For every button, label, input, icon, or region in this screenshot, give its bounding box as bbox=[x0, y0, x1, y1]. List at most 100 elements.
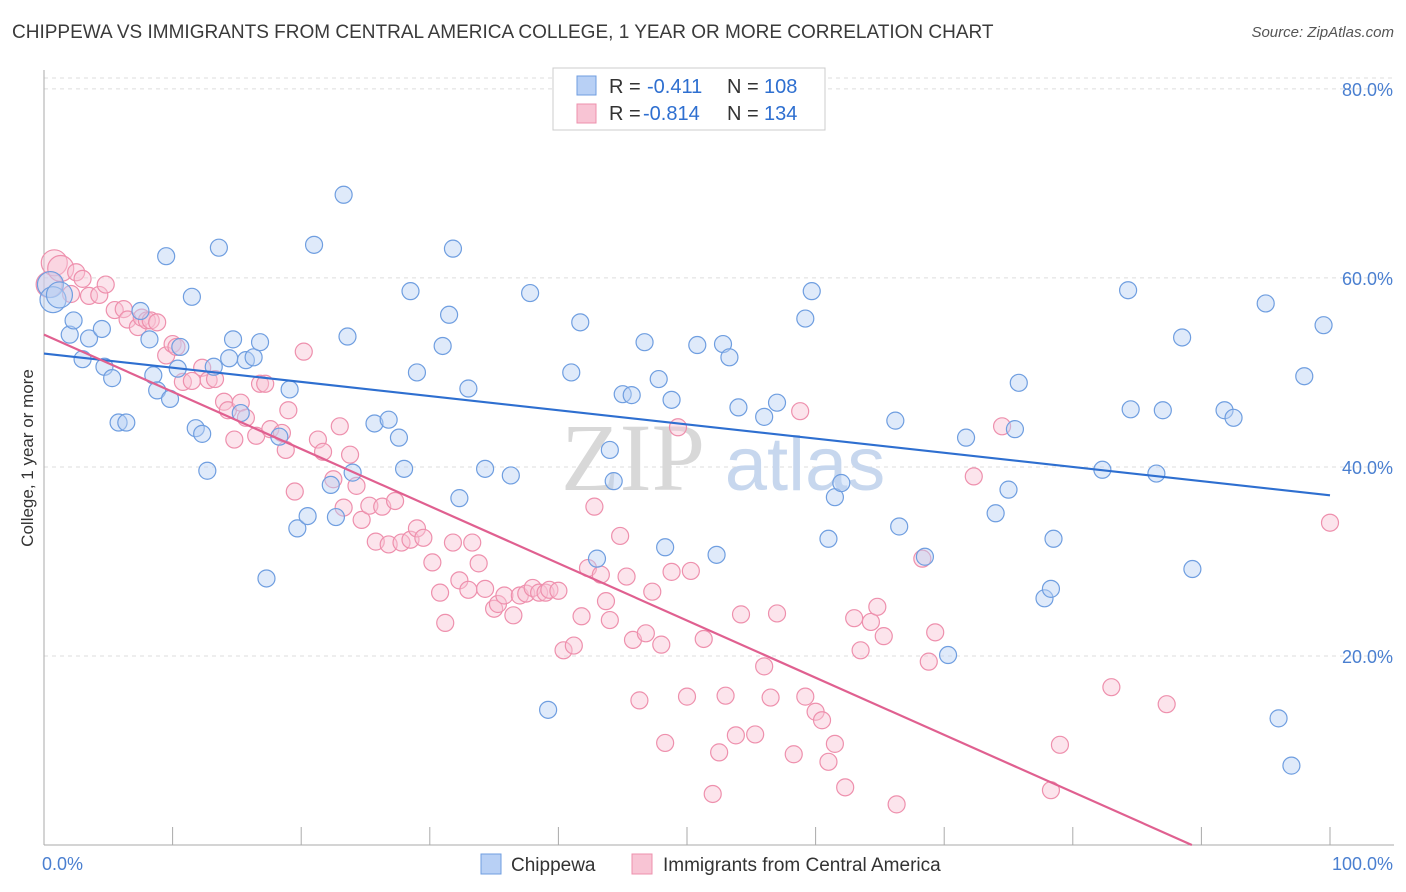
central-point-88 bbox=[636, 624, 655, 643]
central-point-85 bbox=[617, 567, 636, 586]
chippewa-point-83 bbox=[915, 547, 935, 566]
central-point-62 bbox=[463, 533, 482, 552]
central-point-47 bbox=[360, 496, 379, 515]
chippewa-point-16 bbox=[157, 247, 176, 266]
central-point-57 bbox=[430, 583, 450, 602]
chippewa-point-59 bbox=[571, 313, 590, 332]
central-point-92 bbox=[662, 562, 681, 581]
chippewa-point-39 bbox=[326, 507, 346, 527]
chippewa-point-37 bbox=[304, 235, 324, 254]
chippewa-point-65 bbox=[635, 333, 654, 352]
legend-r-label-1: R = bbox=[609, 76, 641, 98]
central-point-117 bbox=[868, 597, 887, 616]
chippewa-point-76 bbox=[796, 309, 815, 328]
chippewa-point-90 bbox=[1035, 589, 1054, 608]
central-point-19 bbox=[167, 337, 186, 357]
chippewa-point-80 bbox=[832, 473, 851, 493]
chippewa-points bbox=[36, 185, 1333, 775]
chippewa-point-31 bbox=[250, 333, 270, 352]
chippewa-point-43 bbox=[365, 414, 384, 433]
central-point-96 bbox=[694, 629, 713, 649]
chippewa-point-77 bbox=[802, 282, 821, 301]
central-point-16 bbox=[148, 313, 167, 332]
trend-line-chippewa bbox=[43, 352, 1331, 497]
chippewa-point-23 bbox=[198, 461, 217, 480]
chippewa-point-62 bbox=[604, 472, 623, 491]
central-point-68 bbox=[504, 606, 523, 625]
central-point-121 bbox=[919, 652, 938, 671]
central-point-72 bbox=[530, 583, 549, 602]
chippewa-point-2 bbox=[45, 281, 74, 309]
chippewa-point-66 bbox=[649, 369, 668, 389]
central-point-67 bbox=[495, 586, 514, 605]
chippewa-point-73 bbox=[729, 398, 748, 417]
chippewa-point-30 bbox=[244, 348, 263, 367]
legend-swatch-central bbox=[576, 103, 597, 124]
central-point-82 bbox=[596, 592, 616, 611]
watermark-zip: ZIP bbox=[561, 404, 705, 511]
central-point-80 bbox=[585, 497, 604, 516]
central-point-90 bbox=[652, 635, 671, 654]
chippewa-point-95 bbox=[1121, 400, 1140, 419]
chippewa-point-88 bbox=[1005, 420, 1025, 439]
central-point-77 bbox=[564, 636, 583, 655]
chippewa-point-74 bbox=[755, 407, 774, 426]
chippewa-point-67 bbox=[656, 538, 675, 557]
chippewa-point-22 bbox=[193, 424, 212, 443]
chippewa-point-99 bbox=[1183, 559, 1202, 579]
central-point-78 bbox=[572, 607, 591, 626]
central-point-4 bbox=[67, 263, 86, 282]
central-point-55 bbox=[414, 528, 433, 547]
central-point-129 bbox=[1320, 513, 1340, 532]
chippewa-point-58 bbox=[562, 363, 581, 382]
chippewa-point-97 bbox=[1153, 401, 1172, 420]
central-point-100 bbox=[726, 726, 745, 745]
chippewa-point-106 bbox=[1314, 316, 1333, 335]
legend-n-label-1: N = bbox=[727, 76, 759, 98]
central-point-36 bbox=[279, 401, 298, 420]
central-point-87 bbox=[630, 691, 649, 710]
chippewa-point-7 bbox=[92, 319, 111, 339]
chippewa-point-60 bbox=[587, 549, 607, 568]
chippewa-point-4 bbox=[64, 311, 83, 330]
central-point-99 bbox=[716, 686, 735, 705]
bottom-legend-central: Immigrants from Central America bbox=[663, 855, 941, 876]
central-point-91 bbox=[656, 733, 675, 753]
central-point-84 bbox=[611, 526, 630, 546]
legend-n-label-2: N = bbox=[727, 103, 759, 125]
central-point-59 bbox=[443, 533, 463, 552]
central-point-27 bbox=[225, 430, 244, 449]
tick-labels: 20.0% 40.0% 60.0% 80.0% 0.0% 100.0% bbox=[42, 80, 1393, 874]
y-tick-label-60: 60.0% bbox=[1342, 269, 1393, 289]
central-point-110 bbox=[812, 711, 832, 730]
chippewa-point-9 bbox=[103, 369, 122, 388]
chippewa-point-51 bbox=[443, 239, 463, 258]
central-point-63 bbox=[469, 554, 488, 573]
central-point-97 bbox=[703, 784, 722, 804]
legend-n-value-1: 108 bbox=[764, 76, 797, 98]
central-point-128 bbox=[1157, 695, 1176, 714]
central-point-89 bbox=[643, 582, 662, 601]
central-point-105 bbox=[767, 604, 787, 623]
trend-line-central-america bbox=[43, 333, 1193, 847]
central-point-76 bbox=[554, 641, 573, 660]
chippewa-point-75 bbox=[767, 393, 787, 412]
series-legend: Chippewa Immigrants from Central America bbox=[480, 853, 941, 876]
chippewa-point-92 bbox=[1044, 529, 1063, 548]
central-point-111 bbox=[819, 752, 838, 771]
chippewa-point-96 bbox=[1147, 464, 1166, 483]
chippewa-point-25 bbox=[209, 238, 228, 257]
chippewa-point-32 bbox=[257, 569, 276, 588]
chippewa-point-98 bbox=[1173, 328, 1192, 347]
central-point-95 bbox=[681, 561, 700, 581]
chippewa-point-20 bbox=[182, 287, 201, 306]
chippewa-point-6 bbox=[79, 329, 99, 348]
chippewa-point-19 bbox=[171, 337, 190, 357]
chippewa-point-26 bbox=[220, 349, 239, 368]
central-point-54 bbox=[407, 519, 427, 538]
chippewa-point-81 bbox=[886, 411, 905, 430]
central-point-37 bbox=[285, 482, 304, 501]
chippewa-point-53 bbox=[459, 379, 478, 398]
chippewa-point-64 bbox=[622, 386, 641, 405]
central-point-113 bbox=[836, 778, 855, 797]
